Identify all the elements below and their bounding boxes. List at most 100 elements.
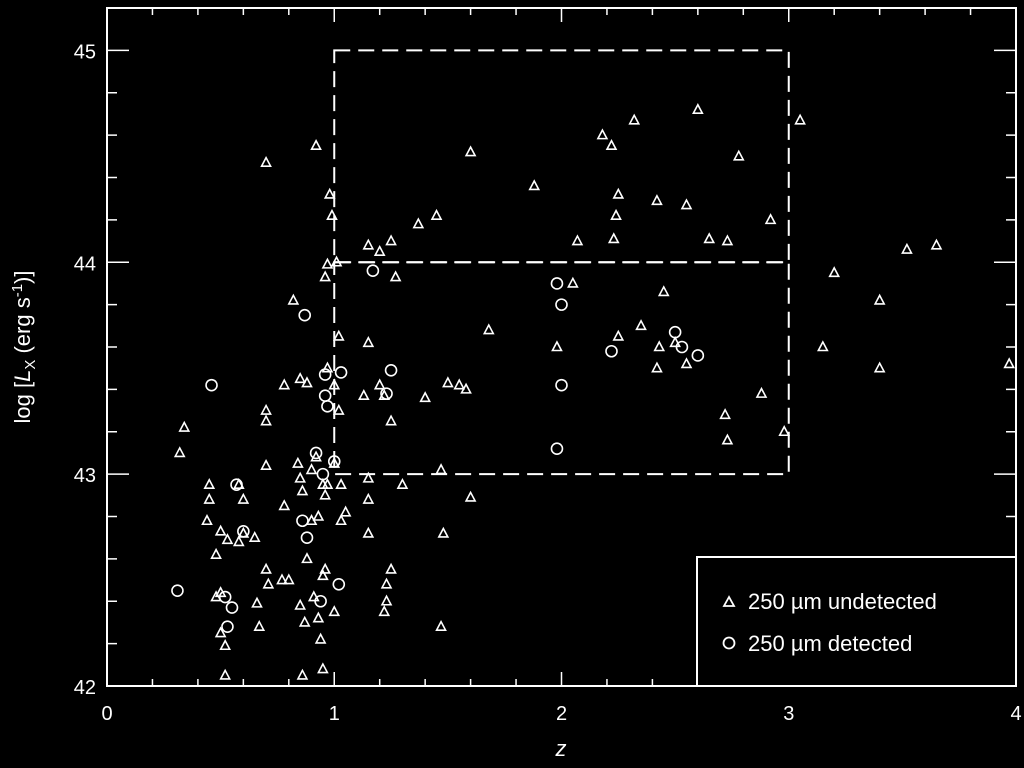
triangle-marker	[464, 490, 477, 502]
circle-marker	[668, 325, 682, 339]
triangle-marker	[703, 232, 716, 244]
triangle-marker	[610, 208, 622, 220]
triangle-marker	[362, 492, 375, 504]
triangle-marker	[692, 102, 704, 114]
triangle-marker	[262, 577, 275, 589]
triangle-marker	[251, 596, 263, 608]
circle-marker	[384, 364, 398, 377]
triangle-marker	[321, 361, 334, 373]
triangle-marker	[653, 340, 666, 352]
y-axis-title-symbol: L	[10, 370, 35, 382]
triangle-marker	[203, 492, 216, 504]
triangle-marker	[435, 619, 447, 631]
y-axis-title: log [LX (erg s-1)]	[9, 270, 39, 423]
triangle-marker	[721, 234, 734, 246]
triangle-marker	[453, 378, 466, 390]
triangle-marker	[732, 149, 745, 161]
triangle-marker	[680, 357, 693, 369]
triangle-marker	[328, 378, 341, 390]
triangle-marker	[210, 547, 222, 559]
circle-marker	[550, 442, 564, 456]
triangle-marker	[335, 514, 347, 526]
triangle-marker	[319, 562, 331, 574]
triangle-marker	[296, 668, 309, 680]
triangle-marker	[385, 414, 397, 426]
x-tick-label: 4	[1010, 703, 1021, 725]
dashed-regions	[333, 49, 790, 476]
y-tick-labels: 42 43 44 45	[74, 41, 96, 699]
triangle-marker	[464, 145, 477, 157]
circle-marker	[309, 446, 323, 460]
triangle-marker	[817, 340, 829, 352]
triangle-marker	[317, 569, 329, 581]
triangle-marker	[339, 505, 352, 517]
triangle-marker	[362, 471, 375, 483]
triangle-marker	[321, 478, 334, 490]
triangle-marker	[173, 446, 186, 458]
triangle-marker	[571, 234, 584, 246]
circle-marker	[550, 277, 564, 290]
legend: 250 µm undetected 250 µm detected	[696, 556, 1017, 687]
triangle-marker	[362, 238, 375, 250]
circle-marker	[555, 378, 568, 392]
circle-marker	[300, 531, 314, 544]
triangle-marker	[253, 619, 266, 631]
triangle-marker	[373, 378, 386, 390]
triangle-marker	[596, 128, 609, 140]
triangle-marker	[294, 471, 306, 483]
triangle-marker	[930, 238, 943, 250]
circle-marker	[321, 400, 334, 413]
triangle-marker	[260, 414, 272, 426]
triangle-marker	[719, 408, 731, 420]
triangle-marker	[380, 577, 393, 589]
triangle-marker	[317, 662, 329, 674]
triangle-marker	[305, 463, 318, 475]
triangle-marker	[764, 213, 777, 225]
triangle-marker	[651, 361, 663, 373]
triangle-marker	[332, 329, 345, 341]
circle-marker	[332, 577, 346, 591]
triangle-marker	[551, 340, 563, 352]
circle-marker	[171, 584, 184, 597]
triangle-marker	[482, 323, 495, 335]
triangle-marker	[310, 450, 322, 462]
circle-marker	[316, 467, 330, 481]
triangle-marker	[294, 598, 306, 610]
x-tick-label: 0	[101, 703, 112, 725]
triangle-marker	[276, 573, 288, 585]
x-tick-label: 1	[329, 703, 340, 725]
triangle-marker	[460, 382, 472, 394]
triangle-marker	[326, 208, 338, 220]
y-axis-title-subscript: X	[22, 360, 39, 370]
y-axis-title-pre: log [	[10, 382, 35, 424]
triangle-marker	[419, 391, 431, 403]
x-axis-title: z	[555, 736, 567, 761]
triangle-marker	[567, 276, 579, 288]
triangle-marker	[396, 478, 409, 490]
triangle-marker	[612, 187, 625, 199]
dashed-region	[333, 261, 790, 476]
legend-triangle-icon	[722, 595, 736, 607]
circle-marker	[691, 349, 705, 362]
triangle-marker	[201, 514, 213, 526]
triangle-marker	[278, 499, 291, 511]
triangle-marker	[178, 420, 191, 432]
triangle-marker	[669, 336, 681, 348]
triangle-marker	[232, 478, 245, 490]
legend-box	[696, 556, 1017, 687]
triangle-marker	[373, 244, 386, 256]
triangle-marker	[260, 403, 272, 415]
y-tick-label: 43	[74, 465, 96, 487]
triangle-marker	[437, 526, 450, 538]
triangle-marker	[301, 552, 313, 564]
triangle-marker	[292, 456, 304, 468]
triangle-marker	[312, 611, 325, 623]
triangle-marker	[260, 562, 272, 574]
triangle-marker	[219, 668, 231, 680]
circle-marker	[298, 308, 312, 322]
triangle-marker	[321, 257, 334, 269]
triangle-marker	[380, 594, 393, 606]
circle-marker	[366, 264, 380, 278]
triangle-marker	[435, 463, 447, 475]
